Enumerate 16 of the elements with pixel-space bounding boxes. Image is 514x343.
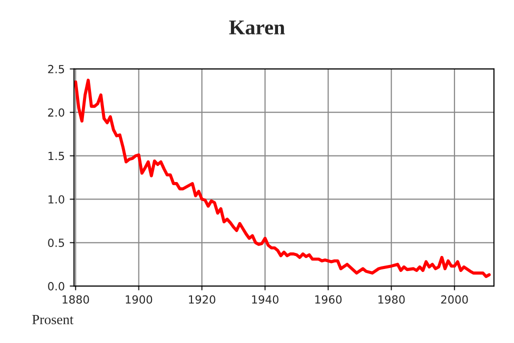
chart-title: Karen [229, 20, 285, 35]
x-tick-label: 1940 [252, 295, 278, 304]
y-tick-label: 2.5 [48, 64, 64, 74]
y-tick-label: 1.5 [48, 152, 64, 160]
x-tick-label: 2000 [441, 295, 468, 304]
x-tick-label: 1980 [378, 295, 405, 304]
y-tick-label: 2.0 [48, 108, 64, 117]
y-tick-label: 1.0 [48, 195, 64, 204]
text: Prosent [32, 315, 74, 324]
x-tick-label: 1920 [188, 295, 216, 304]
x-tick-label: 1900 [126, 295, 152, 304]
y-tick-label: 0.5 [48, 238, 64, 248]
x-tick-label: 1960 [315, 295, 342, 304]
line-series [74, 78, 491, 278]
x-tick-label: 1880 [62, 295, 89, 304]
y-tick-label: 0.0 [48, 282, 64, 290]
